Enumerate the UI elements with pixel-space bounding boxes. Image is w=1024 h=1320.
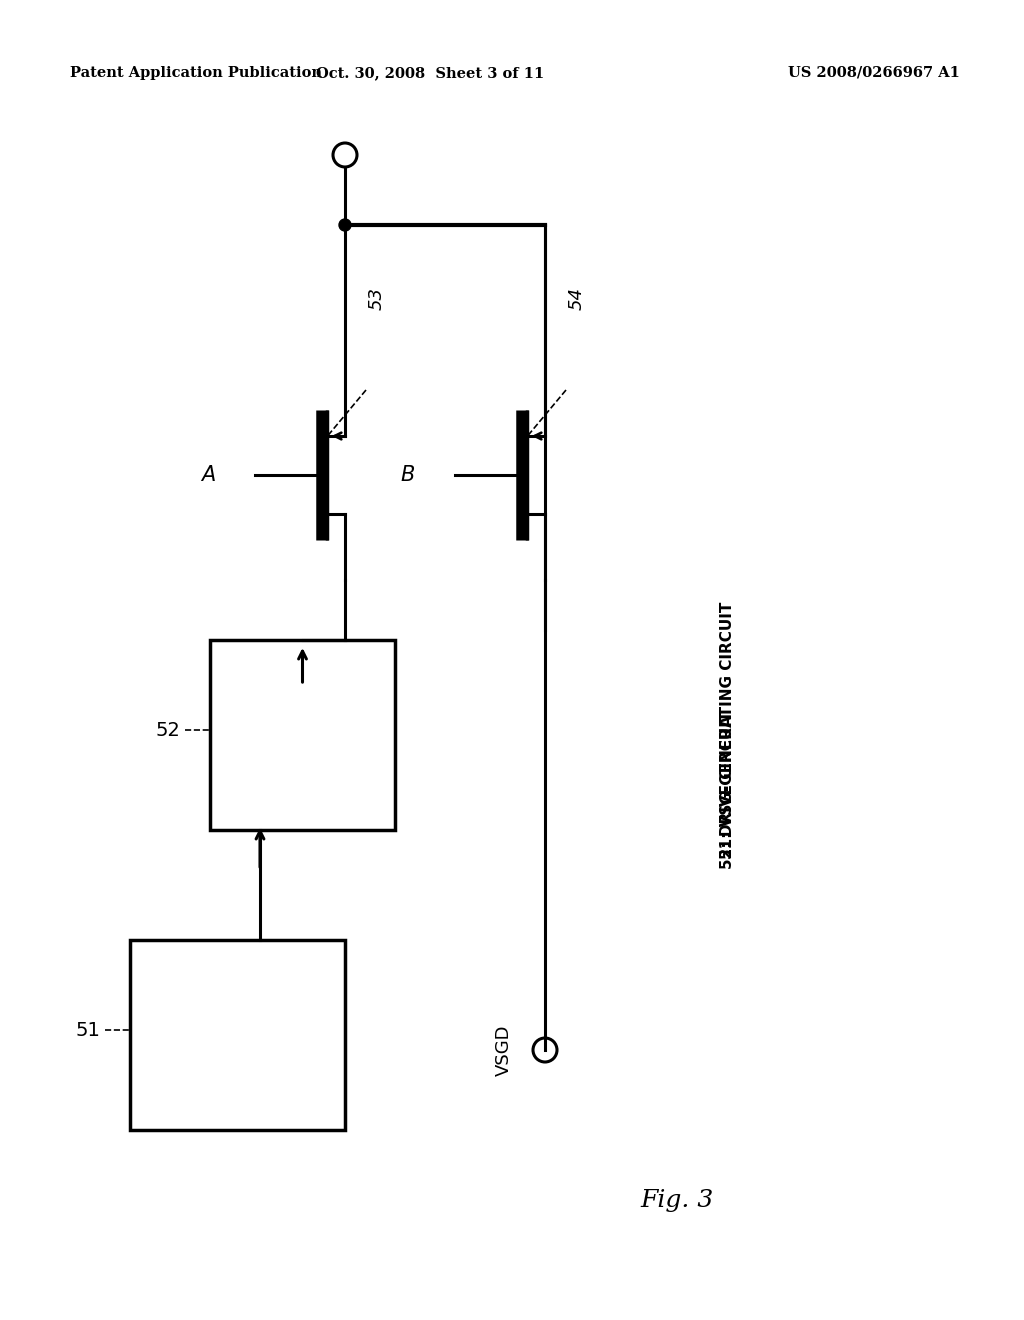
Text: Oct. 30, 2008  Sheet 3 of 11: Oct. 30, 2008 Sheet 3 of 11 [315,66,544,81]
Text: Fig. 3: Fig. 3 [640,1188,714,1212]
Text: 51: VSG-GENERATING CIRCUIT: 51: VSG-GENERATING CIRCUIT [720,602,735,859]
Text: 54: 54 [568,286,586,310]
Text: Patent Application Publication: Patent Application Publication [70,66,322,81]
Text: A: A [201,465,215,484]
Text: 52: DRIVE CIRCUIT: 52: DRIVE CIRCUIT [720,710,735,869]
Text: US 2008/0266967 A1: US 2008/0266967 A1 [788,66,961,81]
Circle shape [339,219,351,231]
Bar [130,940,345,1130]
Text: B: B [400,465,415,484]
Text: VSGD: VSGD [495,1024,513,1076]
Text: 51: 51 [75,1020,100,1040]
Text: 53: 53 [368,286,386,310]
Text: 52: 52 [155,721,180,739]
Bar [210,640,395,830]
